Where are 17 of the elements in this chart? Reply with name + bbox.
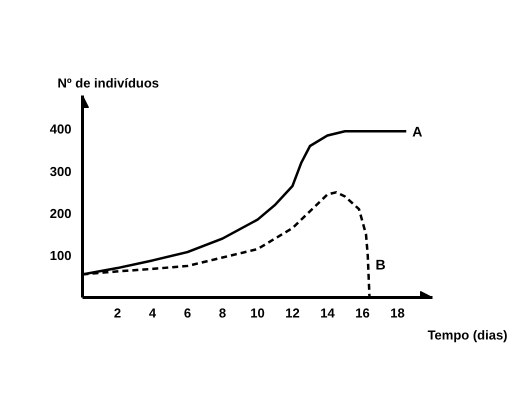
x-tick-label: 6: [184, 306, 192, 320]
y-tick-label: 200: [50, 206, 72, 221]
x-axis-title: Tempo (dias): [428, 328, 508, 342]
x-tick-label: 16: [355, 306, 370, 320]
y-tick-label: 100: [50, 248, 72, 263]
x-tick-label: 10: [250, 306, 265, 320]
x-tick-label: 4: [148, 306, 157, 320]
x-tick-label: 18: [390, 306, 405, 320]
y-tick-label: 300: [50, 164, 72, 179]
x-tick-label: 12: [285, 306, 300, 320]
series-label: B: [376, 256, 386, 272]
y-tick-label: 400: [50, 122, 72, 137]
x-tick-label: 8: [218, 306, 226, 320]
y-axis-title: Nº de indivíduos: [58, 76, 160, 90]
series-label: A: [412, 123, 422, 140]
x-tick-label: 2: [114, 306, 122, 320]
x-tick-label: 14: [320, 306, 336, 320]
